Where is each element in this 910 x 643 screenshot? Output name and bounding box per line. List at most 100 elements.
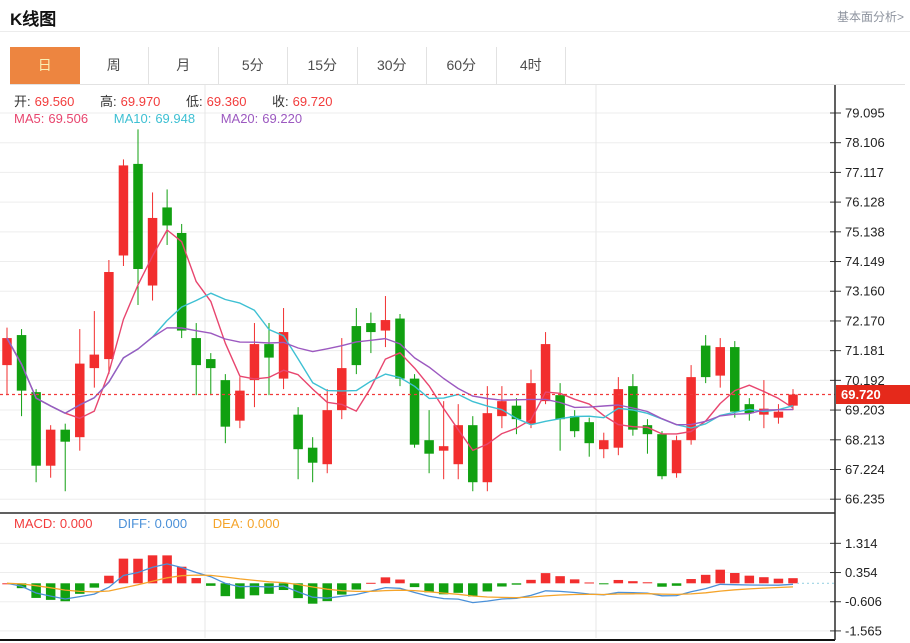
macd-bar-negative [511,583,522,585]
candle-body-up [686,377,696,441]
macd-bar-positive [788,578,798,584]
tab-4[interactable]: 15分 [288,47,358,84]
candle-body-up [671,440,682,474]
candle-body-up [599,440,609,450]
macd-bar-positive [773,578,784,584]
y-axis-label: 76.128 [845,195,885,210]
candle-body-down [351,326,362,366]
candle-body-down [730,347,740,412]
candle-body-down [31,392,41,466]
macd-y-axis-label: -0.606 [845,594,882,609]
macd-bar-negative [497,583,507,587]
y-axis-label: 69.203 [845,403,885,418]
macd-bar-positive [147,555,158,584]
tab-2[interactable]: 月 [149,47,219,84]
candle-body-up [526,383,536,424]
macd-bar-positive [366,582,376,584]
candle-body-down [555,395,565,420]
macd-legend: MACD: 0.000 DIFF: 0.000 DEA: 0.000 [14,516,284,531]
ma5-line [6,229,794,452]
dea-value: 0.000 [247,516,280,531]
close-value: 69.720 [292,94,333,109]
candle-body-up [45,429,56,466]
macd-y-axis-label: 0.354 [845,565,878,580]
candle-body-up [788,394,798,406]
candle-body-down [569,416,580,432]
macd-label: MACD: [14,516,56,531]
candle-body-up [89,354,100,369]
candle-body-up [715,347,725,376]
candle-body-up [147,217,158,286]
tab-6[interactable]: 60分 [427,47,497,84]
macd-bar-negative [322,583,332,602]
candle-body-down [133,163,143,270]
macd-bar-positive [118,558,129,584]
dea-line [6,574,794,599]
macd-bar-negative [60,583,70,602]
macd-bar-negative [264,583,274,594]
candle-body-down [307,447,318,463]
macd-bar-negative [293,583,303,599]
macd-bar-positive [642,582,653,584]
candle-body-up [540,344,551,402]
candle-body-up [438,446,449,451]
ma20-line [6,327,794,426]
macd-y-axis-label: -1.565 [845,623,882,638]
y-axis-label: 68.213 [845,432,885,447]
macd-bar-negative [468,583,478,597]
macd-bar-negative [657,583,667,587]
tab-7[interactable]: 4时 [496,47,566,84]
candle-body-up [380,320,391,331]
macd-bar-positive [700,574,711,584]
y-axis-label: 75.138 [845,224,885,239]
diff-value: 0.000 [154,516,188,531]
y-axis-label: 67.224 [845,462,885,477]
macd-bar-positive [584,582,594,584]
y-axis-label: 72.170 [845,313,885,328]
tab-0[interactable]: 日 [10,47,80,84]
open-label: 开: [14,94,31,109]
candle-body-down [191,338,201,366]
tab-1[interactable]: 周 [79,47,149,84]
macd-bar-negative [337,583,347,595]
candle-body-down [584,422,594,444]
ma20-label: MA20: [220,111,259,126]
macd-value: 0.000 [59,516,93,531]
macd-bar-positive [744,575,755,584]
ohlc-legend: 开: 69.560 高: 69.970 低: 69.360 收: 69.720 [14,91,336,110]
fundamental-analysis-link[interactable]: 基本面分析> [836,10,904,24]
macd-bar-positive [555,576,565,584]
candle-body-down [657,434,667,477]
high-value: 69.970 [120,94,161,109]
diff-label: DIFF: [118,516,151,531]
candle-body-up [278,332,289,379]
macd-bar-negative [438,583,449,595]
candle-body-up [118,165,129,256]
candle-body-down [744,404,755,414]
tab-5[interactable]: 30分 [357,47,427,84]
macd-bar-negative [424,583,434,593]
candle-body-down [511,405,522,420]
macd-bar-positive [686,579,696,584]
macd-bar-negative [45,583,56,600]
tab-3[interactable]: 5分 [218,47,288,84]
macd-bar-negative [599,583,609,585]
candle-body-up [613,389,624,448]
current-price-badge: 69.720 [836,385,910,404]
macd-bar-positive [380,577,391,584]
macd-bar-negative [220,583,231,597]
ma10-value: 69.948 [155,111,196,126]
y-axis-label: 79.095 [845,106,885,121]
candle-body-down [409,378,420,445]
low-label: 低: [186,94,203,109]
macd-bar-negative [235,583,245,599]
y-axis-label: 74.149 [845,254,885,269]
high-label: 高: [100,94,117,109]
macd-bar-positive [176,566,187,584]
macd-bar-positive [569,579,580,584]
candle-body-down [60,429,70,442]
candle-body-down [220,380,231,427]
y-axis-label: 77.117 [845,165,884,180]
